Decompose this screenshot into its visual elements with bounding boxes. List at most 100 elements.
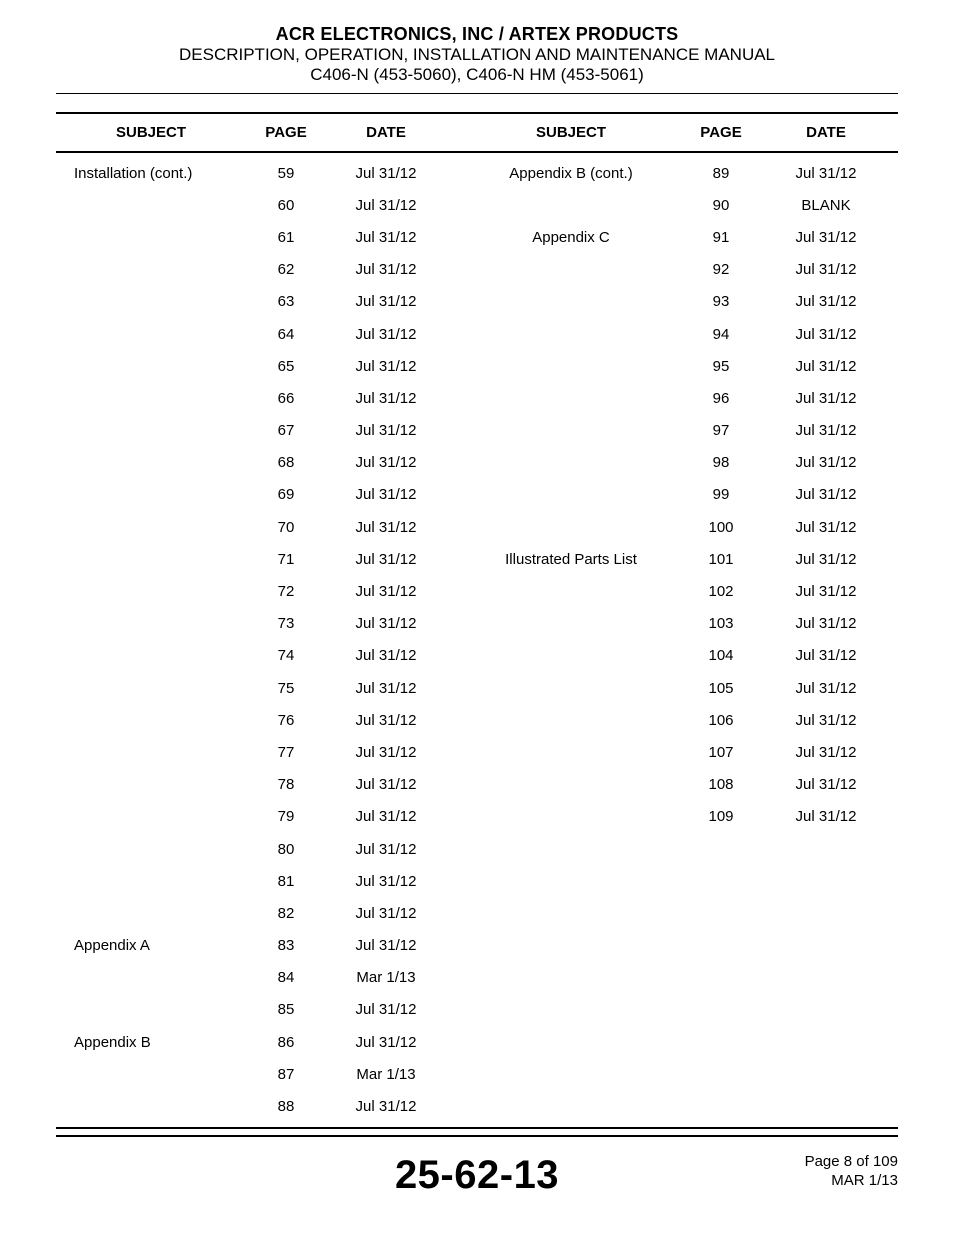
table-row: 81Jul 31/12 (56, 865, 898, 897)
cell-date-left: Jul 31/12 (326, 390, 446, 407)
footer-content: 25-62-13 Page 8 of 109 MAR 1/13 (56, 1147, 898, 1203)
header-title: ACR ELECTRONICS, INC / ARTEX PRODUCTS (56, 24, 898, 45)
cell-subject-right: Appendix C (446, 229, 676, 246)
cell-date-left: Jul 31/12 (326, 712, 446, 729)
cell-page-right: 109 (676, 808, 766, 825)
cell-date-left: Jul 31/12 (326, 229, 446, 246)
cell-page-left: 86 (246, 1034, 326, 1051)
cell-page-left: 87 (246, 1066, 326, 1083)
table-row: 77Jul 31/12107Jul 31/12 (56, 736, 898, 768)
cell-date-left: Jul 31/12 (326, 937, 446, 954)
footer-rule (56, 1135, 898, 1137)
cell-date-left: Jul 31/12 (326, 1098, 446, 1115)
cell-date-left: Jul 31/12 (326, 486, 446, 503)
cell-date-right: Jul 31/12 (766, 165, 886, 182)
table-row: 72Jul 31/12102Jul 31/12 (56, 575, 898, 607)
cell-page-right: 100 (676, 519, 766, 536)
cell-page-left: 60 (246, 197, 326, 214)
cell-date-left: Jul 31/12 (326, 905, 446, 922)
table-row: 78Jul 31/12108Jul 31/12 (56, 769, 898, 801)
cell-date-right: Jul 31/12 (766, 712, 886, 729)
cell-page-left: 70 (246, 519, 326, 536)
col-header-page-left: PAGE (246, 124, 326, 141)
cell-date-right: Jul 31/12 (766, 647, 886, 664)
header-rule (56, 93, 898, 94)
table-row: Appendix B86Jul 31/12 (56, 1026, 898, 1058)
cell-page-left: 75 (246, 680, 326, 697)
cell-date-left: Jul 31/12 (326, 873, 446, 890)
cell-subject-right: Appendix B (cont.) (446, 165, 676, 182)
cell-date-left: Jul 31/12 (326, 293, 446, 310)
table-row: 84Mar 1/13 (56, 962, 898, 994)
table-row: 67Jul 31/1297Jul 31/12 (56, 415, 898, 447)
table-row: Installation (cont.)59Jul 31/12Appendix … (56, 157, 898, 189)
cell-page-right: 108 (676, 776, 766, 793)
table-row: 76Jul 31/12106Jul 31/12 (56, 704, 898, 736)
cell-page-right: 104 (676, 647, 766, 664)
cell-page-left: 82 (246, 905, 326, 922)
cell-date-left: Jul 31/12 (326, 808, 446, 825)
cell-date-right: Jul 31/12 (766, 808, 886, 825)
table-row: 85Jul 31/12 (56, 994, 898, 1026)
table-row: 74Jul 31/12104Jul 31/12 (56, 640, 898, 672)
table-body: Installation (cont.)59Jul 31/12Appendix … (56, 153, 898, 1127)
cell-date-right: Jul 31/12 (766, 454, 886, 471)
cell-date-right: Jul 31/12 (766, 293, 886, 310)
footer-date: MAR 1/13 (805, 1172, 898, 1191)
document-footer: 25-62-13 Page 8 of 109 MAR 1/13 (56, 1135, 898, 1203)
cell-date-left: Jul 31/12 (326, 1001, 446, 1018)
table-row: 68Jul 31/1298Jul 31/12 (56, 447, 898, 479)
cell-date-left: Jul 31/12 (326, 744, 446, 761)
cell-page-right: 91 (676, 229, 766, 246)
table-row: 87Mar 1/13 (56, 1058, 898, 1090)
cell-page-right: 98 (676, 454, 766, 471)
cell-page-left: 66 (246, 390, 326, 407)
table-row: 75Jul 31/12105Jul 31/12 (56, 672, 898, 704)
col-header-date-right: DATE (766, 124, 886, 141)
cell-page-left: 73 (246, 615, 326, 632)
cell-subject-right: Illustrated Parts List (446, 551, 676, 568)
cell-date-left: Jul 31/12 (326, 841, 446, 858)
cell-date-left: Jul 31/12 (326, 519, 446, 536)
cell-date-right: Jul 31/12 (766, 390, 886, 407)
header-subtitle-1: DESCRIPTION, OPERATION, INSTALLATION AND… (56, 45, 898, 65)
table-row: 61Jul 31/12Appendix C91Jul 31/12 (56, 221, 898, 253)
cell-date-right: Jul 31/12 (766, 358, 886, 375)
cell-page-left: 61 (246, 229, 326, 246)
table-row: 70Jul 31/12100Jul 31/12 (56, 511, 898, 543)
cell-page-right: 95 (676, 358, 766, 375)
cell-page-left: 81 (246, 873, 326, 890)
table-row: 73Jul 31/12103Jul 31/12 (56, 608, 898, 640)
table-row: 63Jul 31/1293Jul 31/12 (56, 286, 898, 318)
cell-page-left: 83 (246, 937, 326, 954)
table-row: Appendix A83Jul 31/12 (56, 930, 898, 962)
table-row: 71Jul 31/12Illustrated Parts List101Jul … (56, 543, 898, 575)
cell-page-left: 62 (246, 261, 326, 278)
cell-date-right: Jul 31/12 (766, 229, 886, 246)
cell-page-left: 69 (246, 486, 326, 503)
cell-date-right: Jul 31/12 (766, 615, 886, 632)
cell-page-left: 77 (246, 744, 326, 761)
cell-date-left: Mar 1/13 (326, 1066, 446, 1083)
table-row: 82Jul 31/12 (56, 897, 898, 929)
cell-subject-left: Installation (cont.) (56, 165, 246, 182)
footer-page-info: Page 8 of 109 MAR 1/13 (805, 1153, 898, 1191)
cell-date-left: Mar 1/13 (326, 969, 446, 986)
table-row: 62Jul 31/1292Jul 31/12 (56, 254, 898, 286)
cell-page-left: 76 (246, 712, 326, 729)
table-header-row: SUBJECT PAGE DATE SUBJECT PAGE DATE (56, 114, 898, 153)
cell-date-left: Jul 31/12 (326, 454, 446, 471)
col-header-subject-right: SUBJECT (446, 124, 676, 141)
cell-date-left: Jul 31/12 (326, 1034, 446, 1051)
cell-page-right: 96 (676, 390, 766, 407)
cell-date-right: Jul 31/12 (766, 486, 886, 503)
cell-date-right: BLANK (766, 197, 886, 214)
cell-page-left: 72 (246, 583, 326, 600)
col-header-page-right: PAGE (676, 124, 766, 141)
cell-page-left: 65 (246, 358, 326, 375)
cell-page-right: 107 (676, 744, 766, 761)
cell-subject-left: Appendix A (56, 937, 246, 954)
cell-date-left: Jul 31/12 (326, 680, 446, 697)
cell-date-left: Jul 31/12 (326, 776, 446, 793)
cell-page-right: 101 (676, 551, 766, 568)
